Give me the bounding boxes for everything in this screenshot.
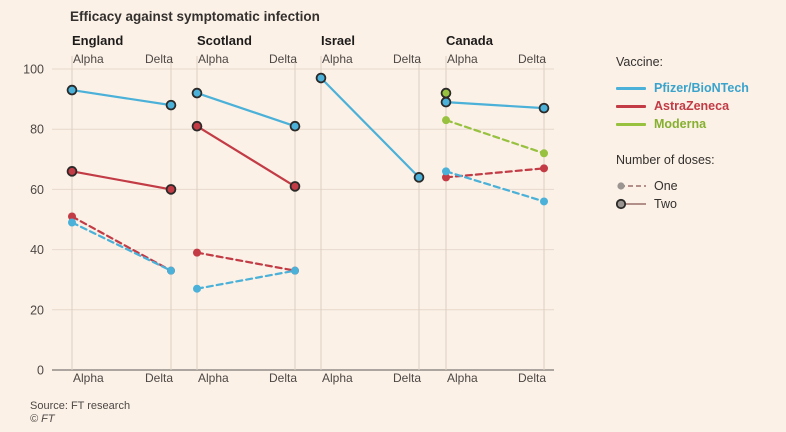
series-canada-pfizer-biontech-two-line [444, 101, 546, 110]
series-england-pfizer-biontech-one-line [70, 221, 173, 272]
legend-item-moderna: Moderna [616, 115, 749, 133]
astrazeneca-line-swatch [616, 105, 646, 108]
series-canada-astrazeneca-one-point-alpha [442, 173, 450, 182]
x-tick-label-top-scotland-delta: Delta [269, 52, 297, 66]
series-scotland-pfizer-biontech-two-point-alpha [191, 87, 203, 99]
series-scotland-astrazeneca-two-point-alpha [191, 120, 203, 132]
panel-title-canada: Canada [446, 33, 494, 48]
series-canada-moderna-one-line [444, 119, 546, 155]
legend-label-one-dose: One [654, 179, 678, 193]
x-tick-label-top-canada-delta: Delta [518, 52, 546, 66]
series-israel-pfizer-biontech-two-point-delta [413, 172, 425, 183]
panel-title-england: England [72, 33, 123, 48]
legend-item-astrazeneca: AstraZeneca [616, 97, 749, 115]
x-tick-label-bottom-scotland-delta: Delta [269, 371, 297, 385]
series-scotland-astrazeneca-one-line [195, 251, 297, 272]
series-england-astrazeneca-two-point-delta [165, 184, 177, 195]
series-scotland-pfizer-biontech-one-line [195, 269, 297, 290]
y-tick-label-80: 80 [30, 123, 44, 137]
x-tick-label-top-england-alpha: Alpha [73, 52, 104, 66]
panel-title-scotland: Scotland [197, 33, 252, 48]
panel-title-israel: Israel [321, 33, 355, 48]
series-canada-astrazeneca-one-point-delta [540, 164, 548, 173]
x-tick-label-bottom-israel-delta: Delta [393, 371, 421, 385]
series-canada-moderna-two-point-alpha [440, 87, 452, 99]
y-tick-label-20: 20 [30, 303, 44, 317]
chart-title: Efficacy against symptomatic infection [70, 9, 320, 24]
series-scotland-pfizer-biontech-one-point-alpha [193, 284, 201, 293]
legend-item-one-dose: One [616, 177, 749, 195]
series-england-pfizer-biontech-one-point-alpha [68, 218, 76, 227]
series-canada-moderna-one-point-alpha [442, 116, 450, 125]
x-tick-label-bottom-england-alpha: Alpha [73, 371, 104, 385]
series-scotland-pfizer-biontech-one-point-delta [291, 266, 299, 275]
series-england-astrazeneca-two-point-alpha [66, 166, 78, 177]
x-tick-label-top-israel-delta: Delta [393, 52, 421, 66]
series-england-pfizer-biontech-two-line [70, 88, 173, 107]
series-canada-pfizer-biontech-one-point-delta [540, 197, 548, 206]
x-tick-label-bottom-israel-alpha: Alpha [322, 371, 353, 385]
legend-label-two-dose: Two [654, 197, 677, 211]
source-note: Source: FT research © FT [30, 400, 130, 426]
series-scotland-pfizer-biontech-two-point-delta [289, 120, 301, 132]
x-tick-label-bottom-england-delta: Delta [145, 371, 173, 385]
series-england-pfizer-biontech-two-point-alpha [66, 84, 78, 96]
one-dose-dashed-swatch [617, 182, 646, 190]
series-scotland-astrazeneca-one-point-alpha [193, 248, 201, 257]
legend-label-pfizer: Pfizer/BioNTech [654, 81, 749, 95]
y-tick-label-100: 100 [23, 63, 44, 77]
series-israel-pfizer-biontech-two-point-alpha [315, 72, 327, 84]
copyright-text: © FT [30, 413, 55, 425]
series-england-astrazeneca-one-point-alpha [68, 212, 76, 221]
x-tick-label-top-israel-alpha: Alpha [322, 52, 353, 66]
series-canada-pfizer-biontech-one-line [444, 170, 546, 203]
x-tick-label-top-scotland-alpha: Alpha [198, 52, 229, 66]
pfizer-line-swatch [616, 87, 646, 90]
legend-label-moderna: Moderna [654, 117, 707, 131]
legend-label-astrazeneca: AstraZeneca [654, 99, 730, 113]
x-tick-label-bottom-canada-delta: Delta [518, 371, 546, 385]
x-tick-label-top-england-delta: Delta [145, 52, 173, 66]
series-canada-pfizer-biontech-two-point-delta [538, 102, 550, 114]
y-tick-label-0: 0 [37, 364, 44, 378]
series-england-astrazeneca-two-line [70, 170, 173, 191]
series-scotland-pfizer-biontech-two-line [195, 91, 297, 128]
x-tick-label-top-canada-alpha: Alpha [447, 52, 478, 66]
x-tick-label-bottom-scotland-alpha: Alpha [198, 371, 229, 385]
series-israel-pfizer-biontech-two-line [319, 76, 421, 179]
legend: Vaccine: Pfizer/BioNTech AstraZeneca Mod… [616, 55, 749, 213]
legend-vaccine-heading: Vaccine: [616, 55, 664, 69]
series-canada-pfizer-biontech-two-point-alpha [440, 96, 452, 108]
x-tick-label-bottom-canada-alpha: Alpha [447, 371, 478, 385]
series-scotland-astrazeneca-two-line [195, 125, 297, 188]
source-text: Source: FT research [30, 400, 131, 412]
legend-item-pfizer: Pfizer/BioNTech [616, 79, 749, 97]
series-canada-pfizer-biontech-one-point-alpha [442, 167, 450, 176]
series-canada-moderna-one-point-delta [540, 149, 548, 158]
legend-item-two-dose: Two [616, 195, 749, 213]
two-dose-solid-swatch [616, 198, 646, 210]
y-tick-label-60: 60 [30, 183, 44, 197]
series-scotland-astrazeneca-two-point-delta [289, 181, 301, 192]
moderna-line-swatch [616, 123, 646, 126]
series-england-pfizer-biontech-one-point-delta [167, 266, 175, 275]
series-england-pfizer-biontech-two-point-delta [165, 99, 177, 111]
legend-doses-heading: Number of doses: [616, 153, 715, 167]
y-tick-label-40: 40 [30, 243, 44, 257]
